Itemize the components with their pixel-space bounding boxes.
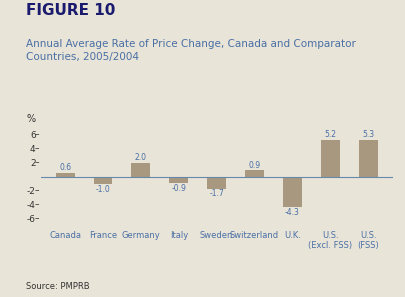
Text: -1.0: -1.0 [96, 184, 111, 194]
Text: Source: PMPRB: Source: PMPRB [26, 282, 90, 291]
Text: 0.9: 0.9 [249, 161, 261, 170]
Text: –: – [35, 186, 39, 195]
Text: –: – [35, 158, 39, 167]
Text: FIGURE 10: FIGURE 10 [26, 3, 116, 18]
Text: 5.2: 5.2 [324, 130, 336, 140]
Bar [169, 177, 188, 183]
Text: –: – [35, 200, 39, 209]
Bar [55, 173, 75, 177]
Bar [245, 170, 264, 177]
Bar [94, 177, 113, 184]
Text: –: – [35, 144, 39, 153]
Text: 2.0: 2.0 [135, 153, 147, 162]
Text: -4.3: -4.3 [285, 208, 300, 217]
Text: %: % [26, 114, 36, 124]
Bar [207, 177, 226, 189]
Text: -0.9: -0.9 [171, 184, 186, 193]
Bar [132, 163, 150, 177]
Text: Annual Average Rate of Price Change, Canada and Comparator
Countries, 2005/2004: Annual Average Rate of Price Change, Can… [26, 39, 356, 62]
Text: –: – [35, 214, 39, 223]
Bar [359, 140, 378, 177]
Bar [283, 177, 302, 207]
Text: 0.6: 0.6 [59, 163, 71, 172]
Text: –: – [35, 130, 39, 139]
Bar [321, 140, 340, 177]
Text: 5.3: 5.3 [362, 130, 374, 139]
Text: -1.7: -1.7 [209, 189, 224, 198]
